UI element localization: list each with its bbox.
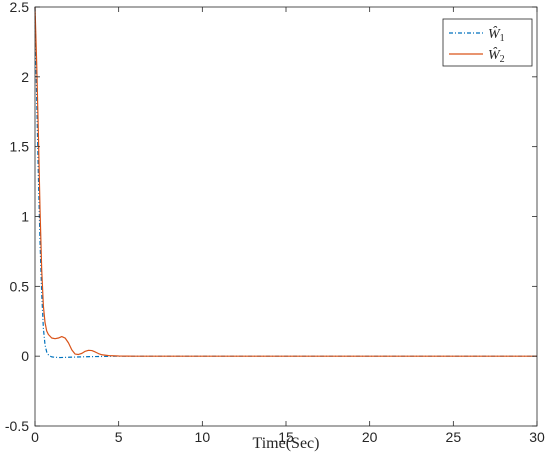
y-tick-label: -0.5 — [5, 418, 29, 434]
x-tick-label: 10 — [195, 429, 211, 445]
y-tick-label: 2.5 — [10, 0, 30, 15]
y-tick-label: 1 — [21, 209, 29, 225]
series-layer — [34, 6, 537, 359]
x-tick-label: 20 — [362, 429, 378, 445]
y-tick-label: 0 — [21, 348, 29, 364]
x-tick-label: 25 — [446, 429, 462, 445]
series-line-1 — [34, 6, 537, 359]
y-tick-label: 2 — [21, 69, 29, 85]
x-tick-label: 30 — [529, 429, 545, 445]
plot-background — [35, 7, 537, 426]
legend-label-1: Ŵ1 — [488, 25, 505, 44]
legend-label-2: Ŵ2 — [488, 46, 505, 65]
x-tick-label: 0 — [31, 429, 39, 445]
series-line-2 — [34, 6, 537, 357]
axes-layer: 0 5 10 15 20 25 30-0.500.511.522.5 — [5, 0, 545, 445]
legend-box — [442, 18, 533, 67]
y-tick-label: 1.5 — [10, 139, 30, 155]
plot-area — [35, 7, 537, 426]
x-tick-label: 5 — [115, 429, 123, 445]
y-tick-label: 0.5 — [10, 278, 30, 294]
x-tick-label: 15 — [278, 429, 294, 445]
x-axis-label: Time(Sec) — [253, 435, 320, 452]
